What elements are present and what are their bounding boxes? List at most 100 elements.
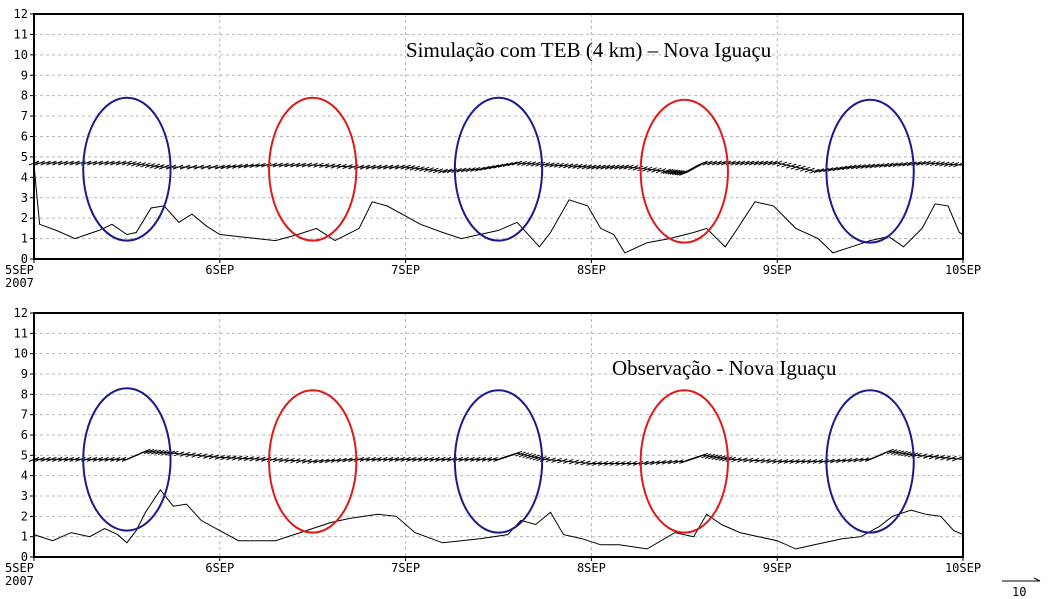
wind-barb: [525, 161, 537, 167]
wind-barb: [307, 458, 318, 464]
wind-barb: [197, 453, 208, 459]
wind-barb: [330, 457, 342, 463]
wind-barb: [394, 164, 405, 170]
wind-barb: [481, 456, 493, 462]
wind-barb: [586, 461, 597, 466]
wind-barb: [929, 161, 941, 167]
wind-barb: [753, 160, 764, 166]
wind-barb: [572, 163, 583, 169]
wind-barb: [748, 160, 760, 166]
wind-barb: [158, 164, 170, 170]
wind-barb: [767, 160, 778, 166]
wind-barb: [243, 456, 255, 462]
y-tick-label: 9: [21, 367, 28, 381]
wind-barb: [806, 458, 818, 464]
wind-barb: [521, 161, 532, 167]
wind-barb: [388, 164, 400, 170]
highlight-ellipse: [82, 387, 172, 532]
wind-barb: [140, 448, 151, 454]
wind-barb: [57, 160, 69, 166]
wind-barb: [272, 162, 284, 168]
wind-barb: [417, 456, 429, 462]
wind-barb: [655, 168, 667, 174]
wind-barb: [435, 456, 446, 462]
wind-barb: [441, 456, 452, 462]
wind-barb: [595, 164, 606, 170]
wind-barb: [704, 453, 716, 459]
wind-barb: [149, 163, 160, 169]
wind-barb: [200, 164, 212, 170]
wind-barb: [890, 449, 901, 455]
wind-barb: [464, 456, 475, 462]
wind-barb: [382, 456, 394, 462]
y-tick-label: 8: [21, 89, 28, 103]
wind-barb: [850, 164, 862, 170]
x-tick-label: 9SEP: [763, 561, 792, 575]
wind-barb: [827, 166, 839, 172]
wind-barb: [437, 168, 448, 174]
wind-barb: [580, 460, 591, 466]
wind-barb: [716, 160, 727, 166]
wind-barb: [667, 459, 678, 465]
wind-barb: [665, 169, 676, 175]
wind-barb: [249, 456, 260, 462]
wind-barb: [549, 162, 560, 168]
wind-barb: [853, 457, 864, 463]
wind-barb: [799, 166, 811, 172]
wind-barb: [382, 164, 394, 170]
wind-barb: [52, 456, 63, 462]
x-year-label: 2007: [5, 276, 34, 290]
wind-barb: [883, 162, 894, 168]
wind-barb: [795, 165, 806, 171]
wind-barb: [711, 160, 723, 166]
wind-barb: [144, 163, 156, 169]
wind-barb: [928, 454, 940, 460]
wind-barb: [104, 456, 115, 462]
wind-barb: [104, 160, 115, 166]
wind-barb: [917, 453, 928, 459]
wind-barb: [525, 453, 537, 459]
wind-barb: [737, 457, 748, 463]
y-tick-label: 9: [21, 68, 28, 82]
wind-barb: [342, 457, 353, 463]
wind-barb: [487, 456, 498, 462]
wind-barb: [249, 163, 260, 169]
wind-barb: [405, 165, 416, 171]
wind-barb: [646, 167, 657, 173]
wind-barb: [458, 456, 469, 462]
wind-barb: [730, 160, 741, 166]
wind-barb: [140, 162, 151, 168]
wind-barb: [762, 160, 774, 166]
wind-barb: [902, 161, 913, 167]
wind-barb: [661, 459, 673, 465]
wind-barb: [330, 163, 342, 169]
wind-barb: [493, 163, 504, 169]
wind-barb: [214, 164, 225, 170]
wind-barb: [191, 452, 202, 458]
wind-barb: [783, 458, 794, 464]
y-tick-label: 6: [21, 130, 28, 144]
wind-barb: [423, 167, 435, 173]
wind-barb: [465, 167, 476, 173]
wind-barb: [934, 454, 945, 460]
y-tick-label: 12: [14, 7, 28, 21]
wind-barb: [307, 162, 318, 168]
highlight-ellipse: [825, 389, 915, 534]
wind-barb: [295, 458, 307, 464]
wind-barb: [702, 160, 713, 166]
x-tick-label: 8SEP: [577, 561, 606, 575]
wind-barb: [754, 458, 765, 464]
wind-barb: [837, 165, 848, 171]
wind-barb: [855, 164, 866, 170]
wind-barb: [812, 458, 824, 464]
wind-barb: [830, 458, 841, 464]
wind-barb: [841, 165, 853, 171]
wind-barb: [69, 160, 80, 166]
wind-barb: [110, 160, 121, 166]
wind-barb: [324, 458, 336, 464]
wind-barb: [69, 456, 80, 462]
highlight-ellipse: [268, 389, 358, 534]
